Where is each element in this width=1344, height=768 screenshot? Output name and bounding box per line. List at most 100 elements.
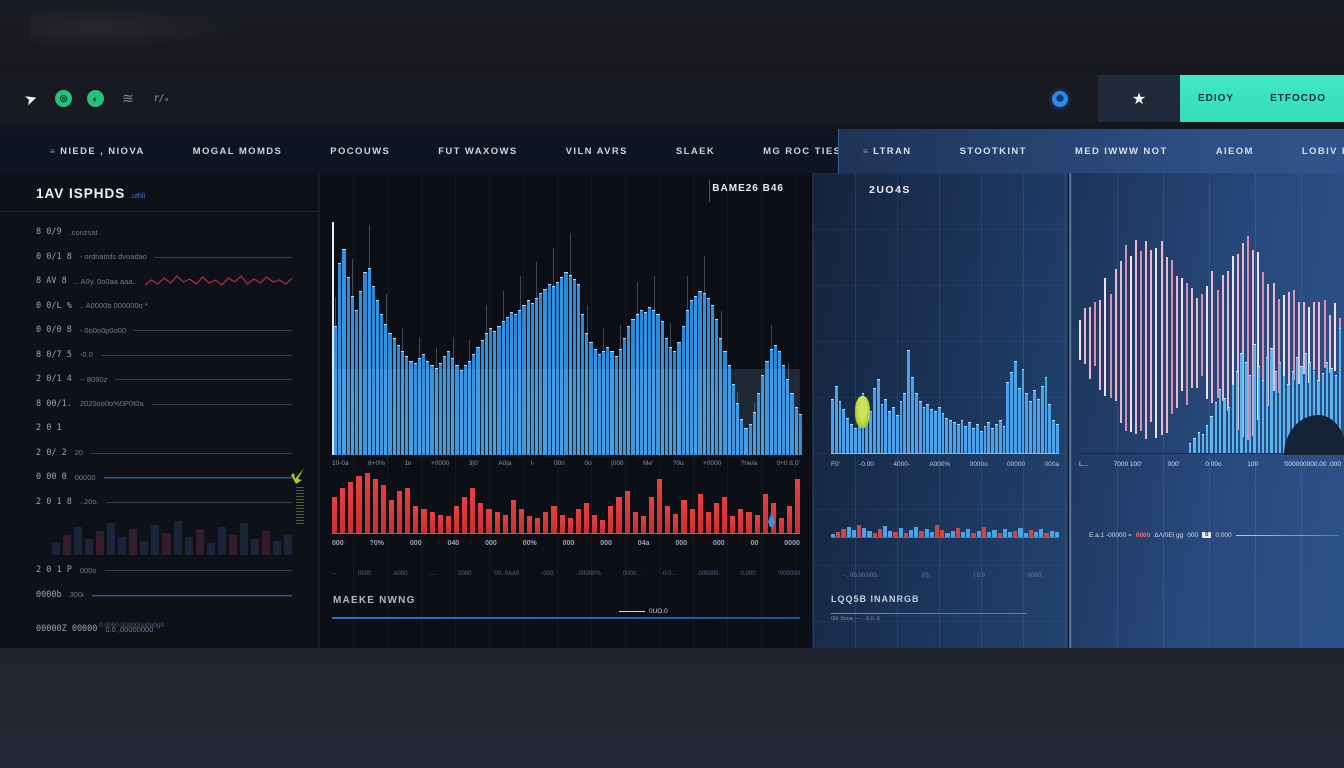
area-bar bbox=[371, 286, 375, 455]
nav-left-group-4[interactable]: VILN AVRS bbox=[565, 145, 628, 157]
watchlist-row-11[interactable]: 2 0 1 8 ..20o. bbox=[36, 490, 292, 515]
micro-bar bbox=[1054, 532, 1059, 537]
watchlist-row-9[interactable]: 2 0/ 2 20 bbox=[36, 441, 292, 466]
micro-bar bbox=[846, 527, 851, 537]
watchlist-row-4[interactable]: 0 0/0 8 - 0o0o0p0o00 bbox=[36, 318, 292, 343]
mid-bar bbox=[892, 407, 895, 453]
nav-left-group-6[interactable]: MG ROC TIES bbox=[763, 145, 842, 157]
cursor-arrow-icon[interactable]: ➤ bbox=[22, 88, 40, 110]
right-blue-bar bbox=[1218, 388, 1222, 453]
favorite-panel[interactable]: ★ bbox=[1098, 75, 1180, 122]
area-bar bbox=[773, 344, 777, 455]
mid-bar bbox=[975, 424, 979, 453]
area-bar bbox=[627, 325, 631, 455]
nav-right-group-1[interactable]: STOOTKINT bbox=[959, 145, 1027, 157]
mid-bar bbox=[1014, 361, 1017, 453]
right-x-axis-ticks-3: 0 00o bbox=[1205, 460, 1222, 468]
green-circle-icon[interactable]: ◐ bbox=[87, 90, 104, 107]
pink-line bbox=[1185, 282, 1188, 406]
mid-bar bbox=[834, 385, 838, 453]
pink-candle-chart[interactable] bbox=[1079, 227, 1341, 454]
mid-bar bbox=[907, 350, 911, 453]
watchlist-row-15[interactable]: 00000Z 00000 0.0 ,00000000 0.0000 000000p0… bbox=[36, 607, 292, 651]
watchlist-row-7[interactable]: 8 00/1. 2020oo0o%0P0t0a bbox=[36, 392, 292, 417]
area-bar bbox=[380, 314, 384, 455]
nav-right-group-3[interactable]: AIEOM bbox=[1215, 145, 1254, 157]
watchlist-row-6[interactable]: 2 0/1 4 -- 8090z bbox=[36, 367, 292, 392]
mid-bar-chart[interactable] bbox=[831, 346, 1059, 454]
nav-right-group-2[interactable]: MED IWWW NOT bbox=[1074, 145, 1168, 157]
x-axis-ticks-mid-0: 000 bbox=[332, 539, 344, 547]
mid-bar bbox=[903, 393, 907, 453]
watchlist-row-8[interactable]: 2 0 1 bbox=[36, 416, 292, 441]
watchlist-row-13[interactable]: 2 0 1 P 000o bbox=[36, 558, 292, 583]
area-bar bbox=[509, 311, 514, 455]
watchlist-row-3[interactable]: 0 0/L % .. A0000b 000000o * bbox=[36, 294, 292, 319]
pink-line bbox=[1231, 255, 1234, 419]
micro-bar bbox=[1033, 532, 1039, 537]
watchlist-title: 1AV ISPHDS bbox=[36, 186, 126, 201]
x-axis-ticks-mid-9: 000 bbox=[675, 539, 688, 547]
nav-left-group-1[interactable]: MOGAL MOMDS bbox=[192, 145, 283, 157]
mid-bar bbox=[884, 398, 888, 453]
nav-left-group-0[interactable]: ≡ NIEDE , NIOVA bbox=[50, 145, 145, 157]
row-sparkline bbox=[91, 452, 292, 454]
price-area-chart[interactable] bbox=[332, 222, 802, 455]
area-bar bbox=[392, 337, 396, 455]
watchlist-row-10[interactable]: 0 00 0 00000 bbox=[36, 465, 292, 490]
x-axis-ticks-small-2: A000 bbox=[393, 571, 408, 577]
eye-icon[interactable] bbox=[1052, 90, 1068, 107]
pink-line bbox=[1257, 252, 1260, 420]
row-label: 8 0/9 bbox=[36, 227, 62, 238]
micro-bar bbox=[987, 532, 992, 537]
watchlist-panel: 1AV ISPHDS ..uthli 8 0/9 .conzsat 0 0/1 8 - … bbox=[0, 173, 319, 668]
watchlist-row-14[interactable]: 0000b 300i bbox=[36, 583, 292, 608]
micro-bar bbox=[877, 529, 883, 537]
area-bar bbox=[736, 391, 740, 455]
area-bar bbox=[576, 283, 581, 455]
nav-right-group-0[interactable]: ≡ LTRAN bbox=[863, 145, 912, 157]
area-bar bbox=[442, 356, 447, 455]
legend-text: 0.000 bbox=[1215, 531, 1232, 539]
nav-left-group-5[interactable]: SLAEK bbox=[675, 145, 716, 157]
mid-bar bbox=[945, 417, 949, 453]
area-bar bbox=[765, 360, 769, 455]
x-axis-ticks-small-11: 0.000 bbox=[740, 571, 756, 577]
nav-left-group-3[interactable]: FUT WAXOWS bbox=[438, 145, 518, 157]
mid-bar bbox=[831, 398, 834, 453]
area-bar bbox=[346, 276, 350, 455]
pink-line bbox=[1135, 239, 1138, 435]
watchlist-row-2[interactable]: 8 AV 8 .. A0y, 0o0aa aaa.. bbox=[36, 269, 292, 294]
area-bar bbox=[463, 365, 467, 455]
top-strip bbox=[0, 0, 1344, 75]
volume-bar bbox=[445, 516, 451, 533]
layers-icon[interactable]: ≋ bbox=[122, 90, 134, 106]
x-axis-ticks-top-0: 10-0a bbox=[332, 459, 349, 467]
right-blue-bar bbox=[1201, 433, 1205, 453]
pulse-icon[interactable]: r/ₔ bbox=[153, 93, 169, 104]
watchlist-row-5[interactable]: 8 0/7 5 -0.0 bbox=[36, 343, 292, 368]
nav-left-group-2[interactable]: POCOUWS bbox=[330, 145, 391, 157]
micro-bar bbox=[961, 532, 966, 537]
watchlist-row-0[interactable]: 8 0/9 .conzsat bbox=[36, 220, 292, 245]
mid-bar bbox=[888, 411, 891, 453]
nav-right-group-4[interactable]: LOBIV IWANG bbox=[1301, 145, 1344, 157]
watchlist-row-12[interactable] bbox=[36, 514, 293, 558]
row-sparkline bbox=[103, 477, 292, 479]
watchlist-row-1[interactable]: 0 0/1 8 - ordnatrds dvoadao bbox=[36, 245, 292, 270]
buy-button-sublabel: ETFOCDO bbox=[1270, 93, 1326, 104]
right-blue-bar bbox=[1248, 375, 1252, 453]
right-blue-bar bbox=[1278, 361, 1282, 453]
green-circle-icon[interactable]: ◎ bbox=[55, 90, 72, 107]
volume-bar bbox=[518, 509, 524, 533]
volume-bar bbox=[405, 488, 411, 533]
row-sparkline bbox=[151, 403, 292, 405]
volume-bar-chart[interactable] bbox=[332, 473, 801, 534]
baseline-indicator[interactable] bbox=[332, 617, 800, 619]
buy-button[interactable]: EDIOY ETFOCDO bbox=[1180, 75, 1344, 122]
x-axis-ticks-mid-8: 04a bbox=[637, 539, 650, 547]
area-bar bbox=[547, 283, 551, 455]
mid-bar bbox=[956, 424, 960, 453]
legend-red-value: 0000 bbox=[1135, 531, 1151, 539]
row-text: ..20o. bbox=[79, 497, 99, 507]
